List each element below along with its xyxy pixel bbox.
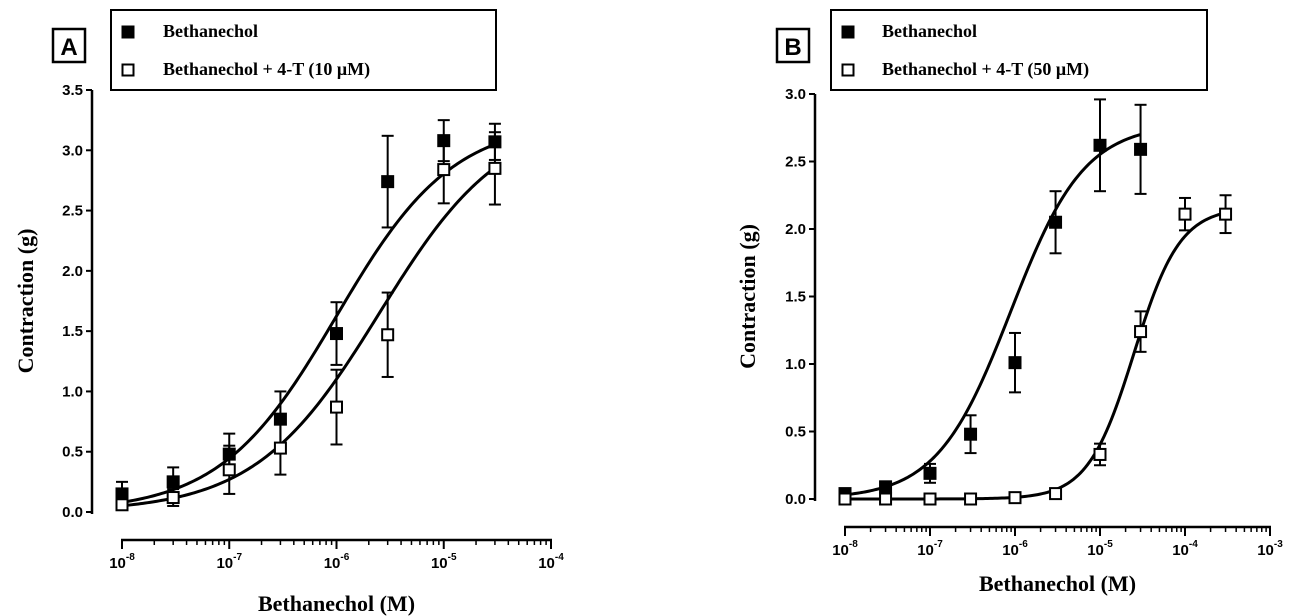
open-square-marker [964, 492, 978, 506]
filled-square-marker [923, 466, 937, 480]
x-axis-title: Bethanechol (M) [979, 571, 1136, 596]
legend-marker [841, 25, 855, 39]
open-square-marker [1049, 487, 1063, 501]
legend-label: Bethanechol + 4-T (50 μM) [882, 59, 1089, 80]
x-tick-label: 10-6 [1002, 539, 1028, 559]
y-tick-label: 1.5 [62, 323, 83, 340]
filled-square-marker [879, 480, 893, 494]
legend-marker [841, 63, 855, 77]
open-square-marker [437, 163, 451, 177]
filled-square-marker [1008, 356, 1022, 370]
x-tick-label: 10-7 [216, 552, 242, 572]
open-square-marker [330, 400, 343, 414]
filled-square-marker [115, 487, 129, 501]
open-square-marker [838, 492, 852, 506]
open-square-marker [166, 491, 180, 505]
panel-letter-box [775, 27, 811, 64]
y-tick-label: 3.0 [62, 142, 83, 159]
y-axis-title: Contraction (g) [735, 224, 760, 369]
fit-curve-series-1 [121, 142, 496, 504]
filled-square-marker [330, 327, 343, 341]
x-tick-label: 10-4 [1172, 539, 1198, 559]
panel-letter: B [784, 34, 801, 61]
y-tick-label: 1.0 [785, 356, 806, 373]
open-square-marker [1008, 491, 1022, 505]
legend-box [830, 9, 1208, 91]
y-tick-label: 2.0 [785, 221, 806, 238]
y-tick-label: 0.0 [62, 504, 83, 521]
filled-square-marker [1093, 138, 1107, 152]
x-axis-title: Bethanechol (M) [258, 591, 415, 616]
x-tick-label: 10-4 [538, 552, 564, 572]
open-square-marker [879, 492, 893, 506]
legend-label: Bethanechol + 4-T (10 μM) [163, 59, 370, 80]
open-square-marker [381, 328, 395, 342]
panel-a: 0.0 0.5 1.0 1.5 2.0 2.5 3.0 3.5 10-8 10-7 10-6 10-5… [13, 9, 564, 616]
open-square-marker [222, 463, 236, 477]
legend-box [110, 9, 497, 91]
y-tick-label: 2.5 [785, 154, 806, 171]
fit-curve-series-2 [845, 211, 1226, 501]
open-square-marker [1178, 207, 1192, 221]
y-tick-label: 0.5 [785, 424, 806, 441]
legend-label: Bethanechol [163, 21, 258, 41]
y-tick-label: 3.5 [62, 82, 83, 99]
y-tick-label: 3.0 [785, 86, 806, 103]
open-square-marker [923, 492, 937, 506]
x-tick-label: 10-5 [1087, 539, 1113, 559]
filled-square-marker [381, 175, 395, 189]
panel-letter: A [60, 34, 77, 61]
legend-marker [121, 63, 135, 77]
y-tick-label: 1.0 [62, 383, 83, 400]
open-square-marker [273, 441, 287, 455]
y-tick-label: 1.5 [785, 289, 806, 306]
x-tick-label: 10-8 [832, 539, 858, 559]
y-tick-label: 0.0 [785, 491, 806, 508]
legend-label: Bethanechol [882, 21, 977, 41]
open-square-marker [1219, 207, 1233, 221]
fit-curve-series-2 [121, 166, 496, 508]
open-square-marker [115, 498, 129, 512]
y-tick-label: 2.5 [62, 203, 83, 220]
x-tick-label: 10-8 [109, 552, 135, 572]
y-tick-label: 0.5 [62, 444, 83, 461]
filled-square-marker [964, 427, 978, 441]
filled-square-marker [1134, 142, 1148, 156]
fit-curve-series-1 [844, 133, 1141, 497]
open-square-marker [1134, 325, 1148, 339]
y-axis-title: Contraction (g) [13, 229, 38, 374]
filled-square-marker [166, 475, 180, 489]
panel-letter-box [51, 27, 87, 64]
open-square-marker [488, 161, 502, 175]
legend-marker [121, 25, 135, 39]
x-tick-label: 10-7 [917, 539, 943, 559]
open-square-marker [1093, 447, 1107, 461]
y-tick-label: 2.0 [62, 263, 83, 280]
x-tick-label: 10-6 [324, 552, 350, 572]
x-tick-label: 10-5 [431, 552, 457, 572]
x-tick-label: 10-3 [1257, 539, 1283, 559]
panel-b: 0.0 0.5 1.0 1.5 2.0 2.5 3.0 10-8 10-7 10-6 10-5 10-… [735, 9, 1283, 596]
filled-square-marker [1049, 215, 1063, 229]
